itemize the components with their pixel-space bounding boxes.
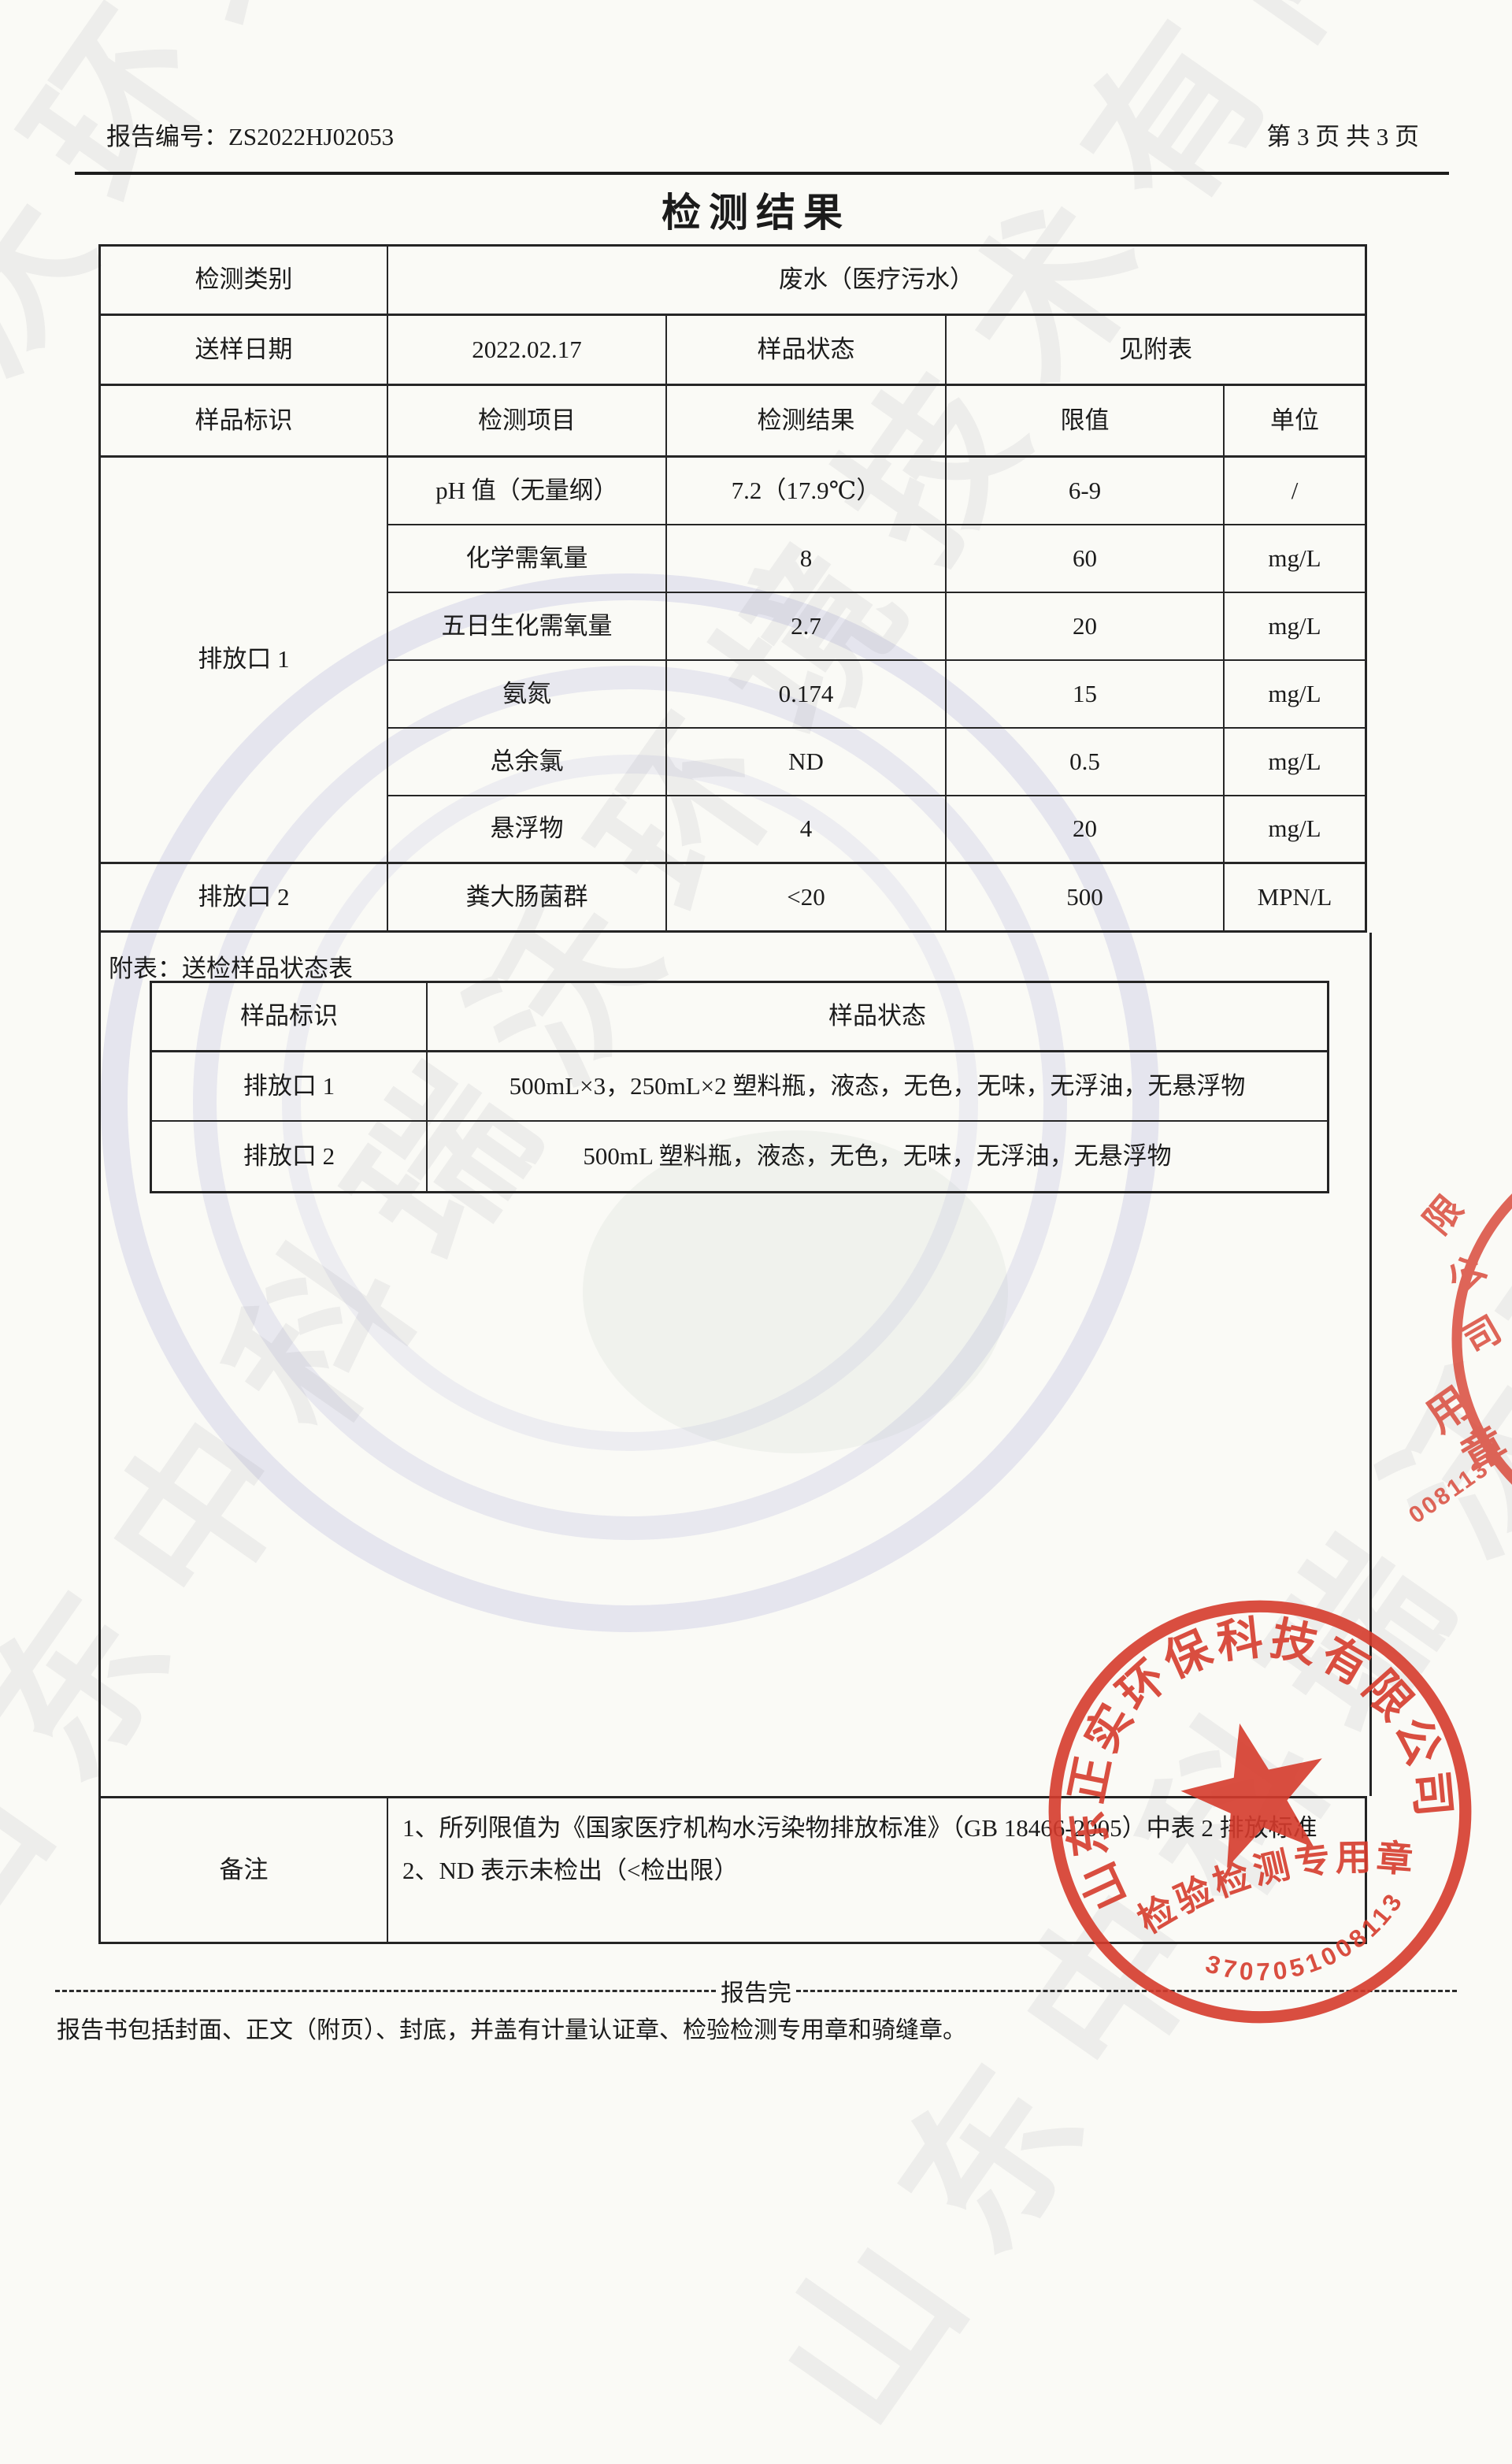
test-result-cell: 8 bbox=[667, 525, 947, 593]
outlet2-label-cell: 排放口 2 bbox=[101, 864, 388, 930]
limit-cell: 20 bbox=[947, 593, 1225, 661]
test-item-cell: pH 值（无量纲） bbox=[388, 458, 667, 525]
column-header: 样品状态 bbox=[428, 983, 1327, 1052]
footer-note: 报告书包括封面、正文（附页）、封底，并盖有计量认证章、检验检测专用章和骑缝章。 bbox=[57, 2010, 966, 2045]
date-value-cell: 2022.02.17 bbox=[388, 316, 667, 386]
test-result-cell: 7.2（17.9℃） bbox=[667, 458, 947, 525]
test-item-cell: 粪大肠菌群 bbox=[388, 864, 667, 930]
end-of-report-label: 报告完 bbox=[716, 1973, 796, 2008]
category-label-cell: 检测类别 bbox=[101, 247, 388, 316]
column-header: 检测项目 bbox=[388, 386, 667, 458]
sample-state-cell: 500mL×3，250mL×2 塑料瓶，液态，无色，无味，无浮油，无悬浮物 bbox=[428, 1052, 1327, 1122]
test-result-cell: <20 bbox=[667, 864, 947, 930]
test-result-cell: 0.174 bbox=[667, 661, 947, 729]
column-header: 检测结果 bbox=[667, 386, 947, 458]
column-header: 限值 bbox=[947, 386, 1225, 458]
unit-cell: MPN/L bbox=[1225, 864, 1365, 930]
column-header: 样品标识 bbox=[152, 983, 428, 1052]
unit-cell: mg/L bbox=[1225, 729, 1365, 796]
unit-cell: mg/L bbox=[1225, 525, 1365, 593]
sample-state-value-cell: 见附表 bbox=[947, 316, 1365, 386]
header-rule bbox=[75, 172, 1449, 175]
test-item-cell: 总余氯 bbox=[388, 729, 667, 796]
test-item-cell: 化学需氧量 bbox=[388, 525, 667, 593]
date-label-cell: 送样日期 bbox=[101, 316, 388, 386]
attachment-table: 样品标识 样品状态 排放口 1 500mL×3，250mL×2 塑料瓶，液态，无… bbox=[150, 981, 1329, 1193]
sample-state-label-cell: 样品状态 bbox=[667, 316, 947, 386]
limit-cell: 60 bbox=[947, 525, 1225, 593]
remark-line: 2、ND 表示未检出（<检出限） bbox=[402, 1850, 1338, 1892]
test-item-cell: 五日生化需氧量 bbox=[388, 593, 667, 661]
end-of-report-marker: 报告完 bbox=[55, 1973, 1457, 2008]
remark-line: 1、所列限值为《国家医疗机构水污染物排放标准》（GB 18466-2005）中表… bbox=[402, 1807, 1338, 1850]
sample-id-cell: 排放口 1 bbox=[152, 1052, 428, 1122]
attachment-section: 附表：送检样品状态表 样品标识 样品状态 排放口 1 500mL×3，250mL… bbox=[98, 933, 1372, 1796]
test-item-cell: 悬浮物 bbox=[388, 796, 667, 864]
page-title: 检测结果 bbox=[0, 181, 1512, 238]
remarks-text-cell: 1、所列限值为《国家医疗机构水污染物排放标准》（GB 18466-2005）中表… bbox=[388, 1798, 1365, 1942]
outlet1-label-cell: 排放口 1 bbox=[101, 458, 388, 864]
dash-rule bbox=[796, 1990, 1457, 1992]
test-item-cell: 氨氮 bbox=[388, 661, 667, 729]
column-header: 样品标识 bbox=[101, 386, 388, 458]
column-header: 单位 bbox=[1225, 386, 1365, 458]
test-result-cell: 4 bbox=[667, 796, 947, 864]
limit-cell: 15 bbox=[947, 661, 1225, 729]
limit-cell: 6-9 bbox=[947, 458, 1225, 525]
limit-cell: 500 bbox=[947, 864, 1225, 930]
limit-cell: 20 bbox=[947, 796, 1225, 864]
dash-rule bbox=[55, 1990, 716, 1992]
page-indicator: 第 3 页 共 3 页 bbox=[1266, 117, 1419, 152]
sample-state-cell: 500mL 塑料瓶，液态，无色，无味，无浮油，无悬浮物 bbox=[428, 1122, 1327, 1191]
report-number: 报告编号：ZS2022HJ02053 bbox=[106, 117, 394, 152]
category-value-cell: 废水（医疗污水） bbox=[388, 247, 1365, 316]
results-table: 检测类别 废水（医疗污水） 送样日期 2022.02.17 样品状态 见附表 样… bbox=[98, 244, 1367, 933]
remarks-label-cell: 备注 bbox=[101, 1798, 388, 1942]
unit-cell: / bbox=[1225, 458, 1365, 525]
remarks-row: 备注 1、所列限值为《国家医疗机构水污染物排放标准》（GB 18466-2005… bbox=[98, 1796, 1367, 1944]
test-result-cell: 2.7 bbox=[667, 593, 947, 661]
limit-cell: 0.5 bbox=[947, 729, 1225, 796]
unit-cell: mg/L bbox=[1225, 796, 1365, 864]
attachment-caption: 附表：送检样品状态表 bbox=[109, 948, 353, 984]
test-result-cell: ND bbox=[667, 729, 947, 796]
unit-cell: mg/L bbox=[1225, 661, 1365, 729]
sample-id-cell: 排放口 2 bbox=[152, 1122, 428, 1191]
report-page: 报告编号：ZS2022HJ02053 第 3 页 共 3 页 检测结果 检测类别… bbox=[0, 0, 1512, 2138]
unit-cell: mg/L bbox=[1225, 593, 1365, 661]
